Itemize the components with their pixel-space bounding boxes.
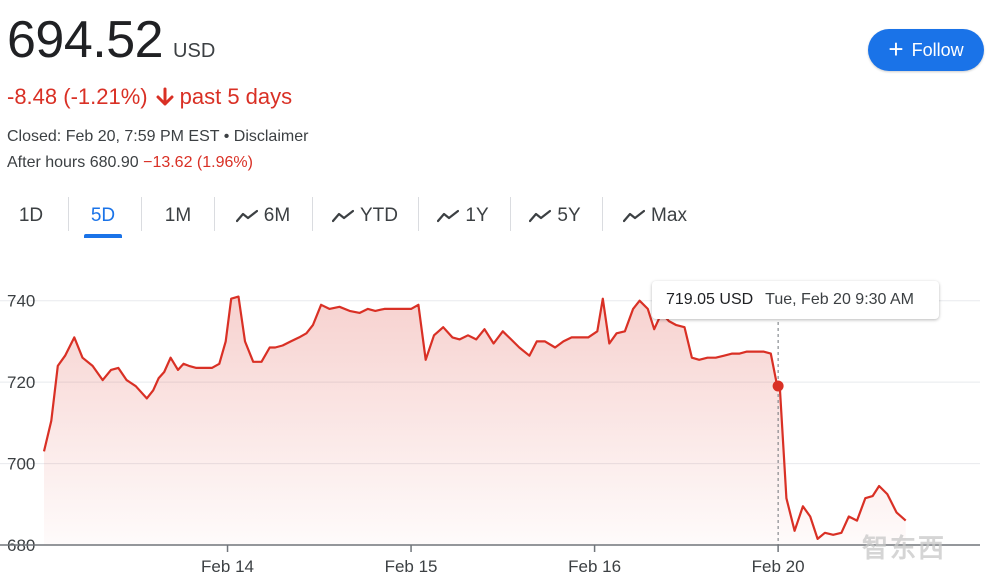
tab-label: Max [651, 205, 687, 226]
trend-line-icon [623, 209, 646, 223]
x-tick-label: Feb 16 [568, 557, 621, 576]
y-tick-label: 740 [7, 292, 35, 311]
tab-5y[interactable]: 5Y [526, 197, 584, 235]
trend-line-icon [332, 209, 354, 223]
tab-6m[interactable]: 6M [230, 197, 296, 235]
tab-separator [214, 197, 215, 231]
after-hours-price: After hours 680.90 [7, 154, 139, 171]
tab-separator [510, 197, 511, 231]
after-hours-change: −13.62 (1.96%) [143, 154, 253, 171]
tab-separator [68, 197, 69, 231]
tab-5d[interactable]: 5D [84, 197, 122, 238]
plus-icon: + [888, 34, 904, 64]
tooltip-price: 719.05 USD [666, 291, 754, 308]
x-tick-label: Feb 14 [201, 557, 254, 576]
tab-label: 1M [164, 205, 192, 226]
market-status: Closed: Feb 20, 7:59 PM EST • Disclaimer [7, 128, 308, 146]
current-price: 694.52 [7, 11, 164, 69]
follow-label: Follow [911, 39, 964, 60]
time-range-tabs: 1D 5D 1M 6M YTD 1Y 5Y Max [0, 197, 720, 238]
tab-1y[interactable]: 1Y [434, 197, 492, 235]
tab-label: YTD [360, 205, 398, 226]
x-tick-label: Feb 20 [752, 557, 805, 576]
closed-time: Closed: Feb 20, 7:59 PM EST [7, 128, 220, 145]
tab-separator [312, 197, 313, 231]
price-change: -8.48 (-1.21%) past 5 days [7, 84, 292, 110]
tab-1d[interactable]: 1D [8, 197, 54, 235]
watermark: 智东西 [862, 533, 947, 563]
arrow-down-icon [156, 87, 174, 106]
tab-max[interactable]: Max [618, 197, 692, 235]
price-area [44, 296, 906, 545]
tab-label: 5D [90, 205, 116, 226]
tab-label: 1D [18, 205, 44, 226]
tooltip-datetime: Tue, Feb 20 9:30 AM [765, 291, 914, 308]
tab-separator [418, 197, 419, 231]
price-header: 694.52 USD [7, 14, 215, 66]
trend-line-icon [529, 209, 552, 223]
change-value: -8.48 (-1.21%) [7, 84, 148, 109]
tab-separator [602, 197, 603, 231]
trend-line-icon [235, 209, 258, 223]
price-tooltip: 719.05 USD Tue, Feb 20 9:30 AM [652, 281, 939, 319]
after-hours: After hours 680.90 −13.62 (1.96%) [7, 154, 253, 172]
x-tick-label: Feb 15 [385, 557, 438, 576]
tab-label: 5Y [557, 205, 581, 226]
currency-label: USD [173, 40, 216, 62]
disclaimer-link[interactable]: Disclaimer [233, 128, 309, 145]
tab-separator [141, 197, 142, 231]
bullet-separator: • [223, 128, 234, 145]
tab-ytd[interactable]: YTD [328, 197, 402, 235]
tab-label: 1Y [465, 205, 489, 226]
y-tick-label: 700 [7, 455, 35, 474]
y-tick-label: 720 [7, 373, 35, 392]
x-axis: Feb 14 Feb 15 Feb 16 Feb 20 [201, 545, 805, 576]
change-period: past 5 days [179, 84, 293, 109]
tab-1m[interactable]: 1M [158, 197, 198, 235]
follow-button[interactable]: + Follow [868, 29, 984, 71]
price-line [42, 295, 907, 540]
trend-line-icon [437, 209, 460, 223]
hover-point [772, 380, 784, 392]
tab-label: 6M [263, 205, 291, 226]
